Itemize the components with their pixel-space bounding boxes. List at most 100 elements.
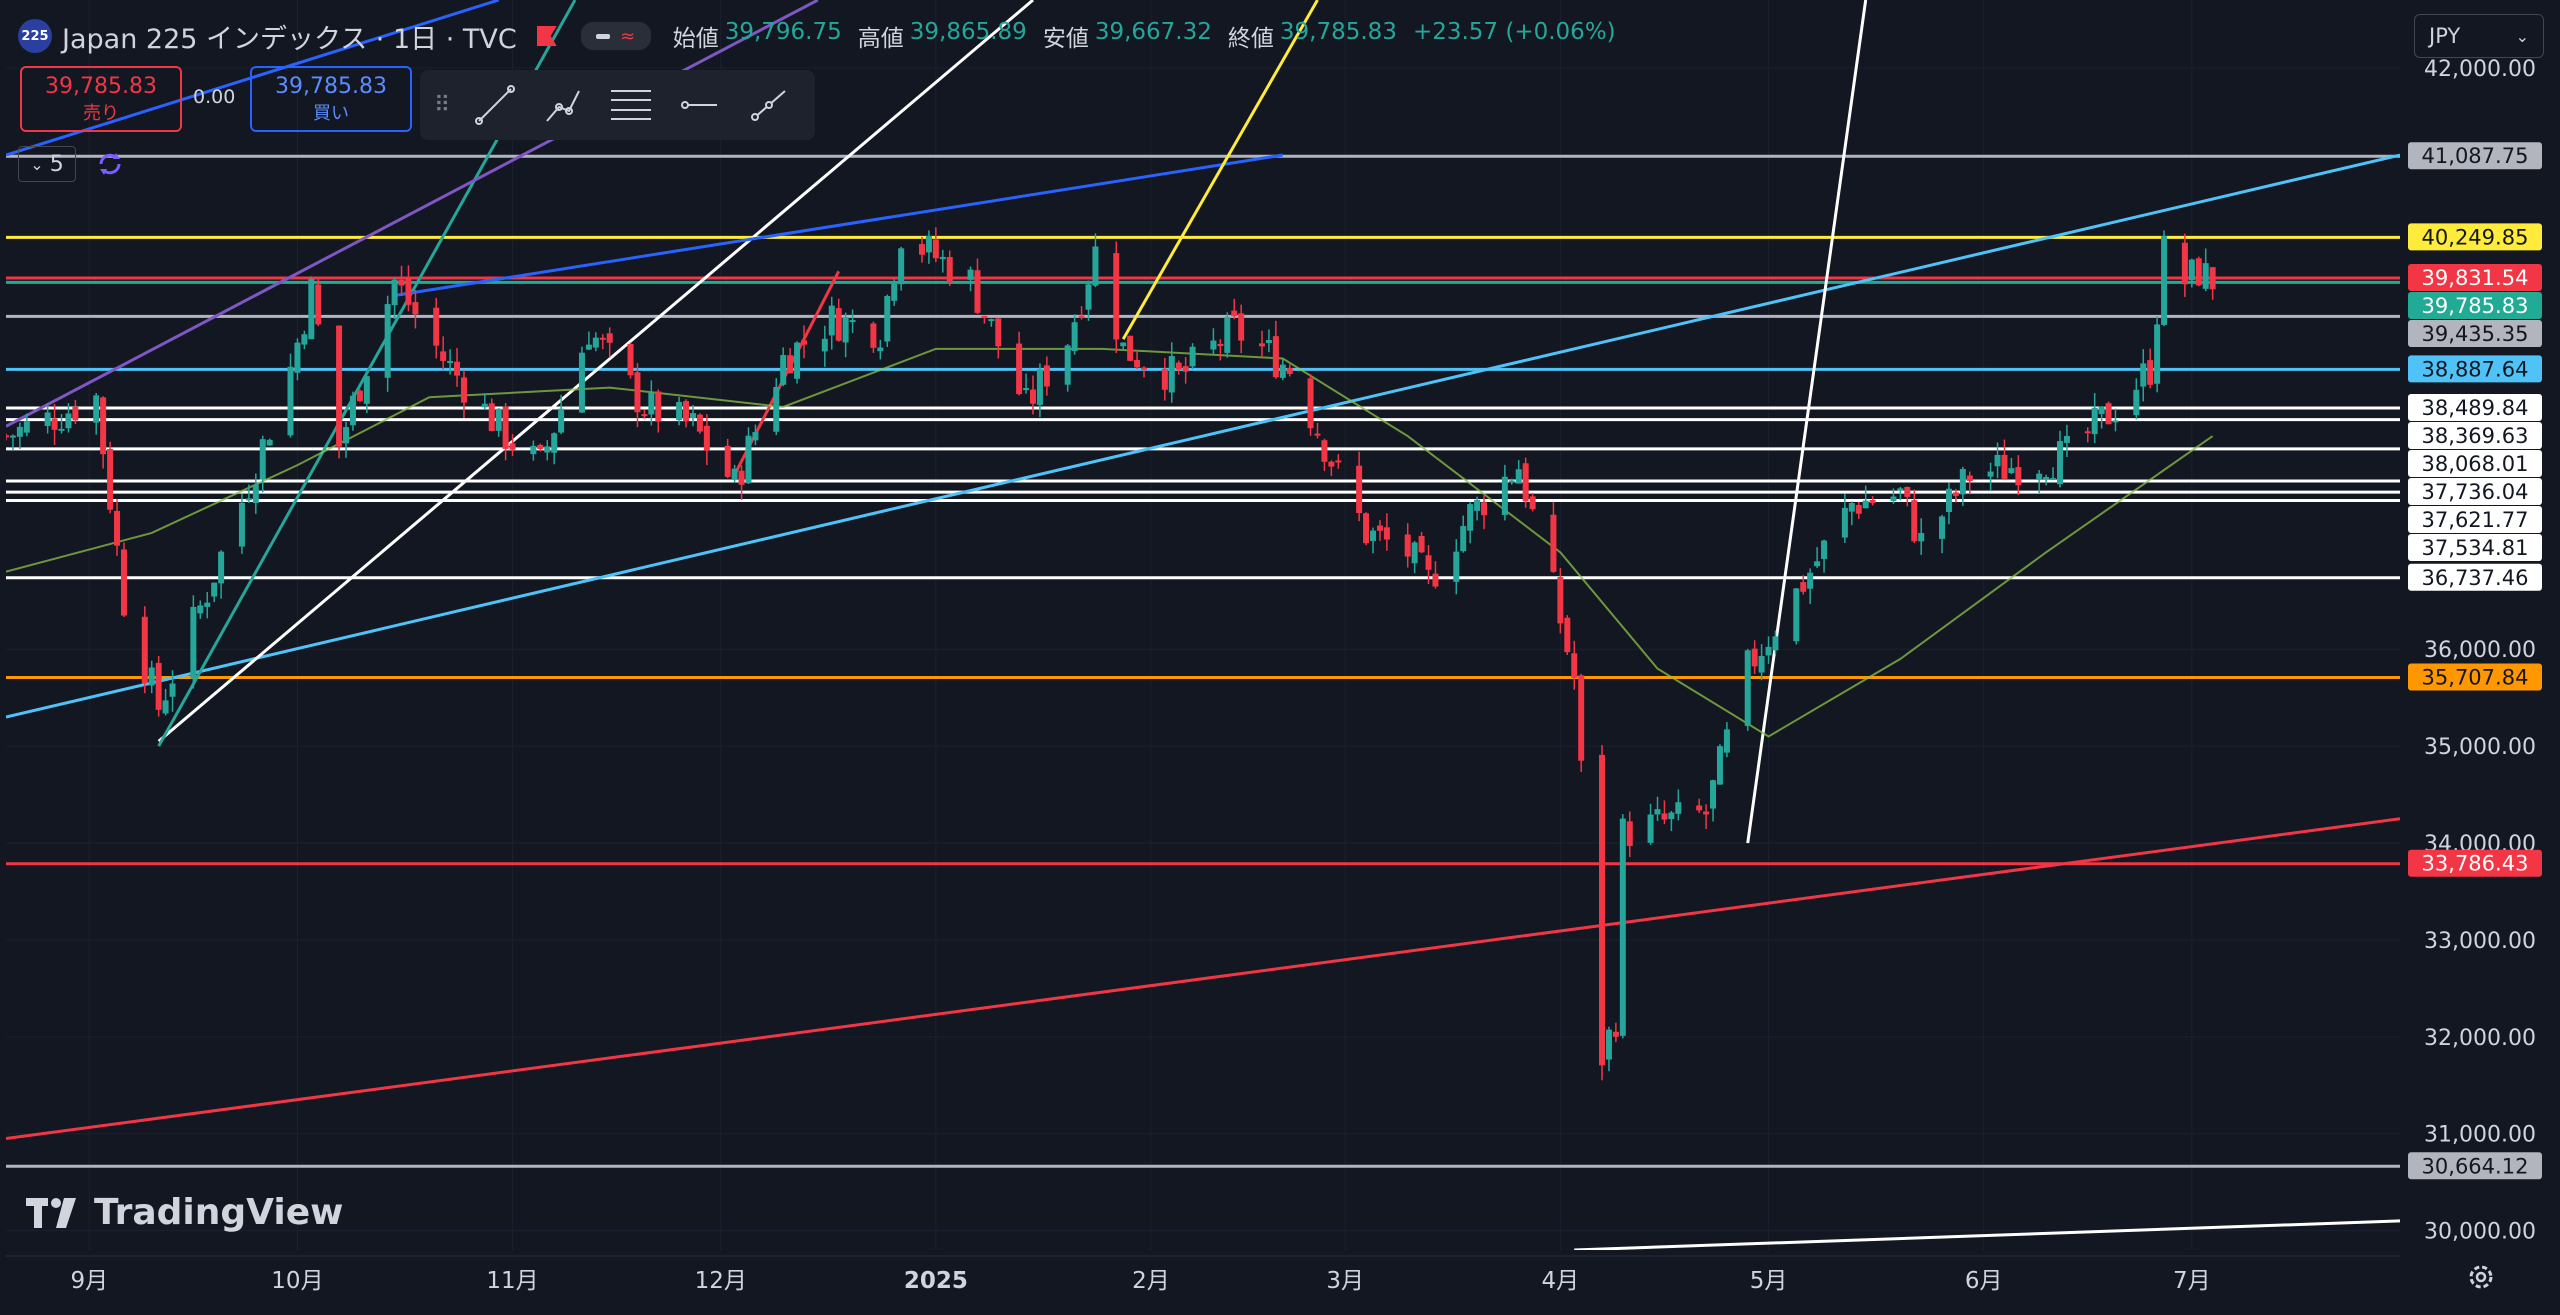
- candle-body: [1716, 746, 1723, 785]
- candle-body: [405, 279, 412, 305]
- candle-body: [1286, 368, 1293, 374]
- candle-body: [343, 427, 350, 444]
- candle-body: [204, 602, 211, 607]
- spread-value: 0.00: [193, 86, 236, 108]
- candle-body: [745, 435, 752, 484]
- candle-body: [2091, 407, 2098, 435]
- ohlc-close-value: 39,785.83: [1279, 19, 1397, 45]
- candle-body: [1723, 729, 1730, 753]
- candle-body: [2147, 360, 2154, 385]
- candle-body: [1508, 480, 1515, 483]
- sell-button[interactable]: 39,785.83 売り: [20, 66, 182, 132]
- ohlc-change-value: +23.57 (+0.06%): [1412, 19, 1616, 45]
- candle-body: [2195, 258, 2202, 286]
- candle-body: [995, 318, 1002, 347]
- candle-body: [1619, 818, 1626, 1036]
- price-level-label-bg: [2408, 449, 2542, 477]
- candle-body: [433, 307, 440, 346]
- candle-body: [1564, 617, 1571, 653]
- candle-body: [794, 342, 801, 379]
- candle-body: [120, 549, 127, 616]
- price-level-label: 38,887.64: [2422, 357, 2529, 381]
- y-axis-tick-label: 32,000.00: [2424, 1026, 2536, 1051]
- candle-body: [1217, 343, 1224, 347]
- ray-tool-icon[interactable]: [744, 82, 790, 128]
- y-axis-tick-label: 33,000.00: [2424, 929, 2536, 954]
- candle-body: [2084, 431, 2091, 434]
- candle-body: [1758, 656, 1765, 673]
- candle-body: [356, 390, 363, 402]
- candle-body: [981, 315, 988, 318]
- currency-value: JPY: [2429, 24, 2461, 48]
- candle-body: [1578, 675, 1585, 761]
- candle-body: [391, 279, 398, 306]
- candle-body: [1078, 315, 1085, 318]
- candle-body: [218, 551, 225, 584]
- candle-body: [1945, 488, 1952, 513]
- candle-body: [773, 386, 780, 432]
- symbol-badge-icon[interactable]: 225: [18, 19, 52, 53]
- candle-body: [266, 439, 273, 446]
- candle-body: [245, 498, 252, 501]
- candle-body: [1321, 440, 1328, 462]
- compare-toggle[interactable]: ≈: [580, 22, 651, 50]
- gear-icon[interactable]: [2466, 1262, 2496, 1292]
- candle-body: [1952, 492, 1959, 496]
- candle-body: [884, 296, 891, 342]
- price-level-label: 39,435.35: [2422, 322, 2529, 346]
- drag-handle-icon[interactable]: ⠿: [434, 92, 451, 118]
- candle-body: [440, 351, 447, 361]
- price-level-label: 38,369.63: [2422, 424, 2529, 448]
- candle-body: [2133, 389, 2140, 416]
- minus-icon: [596, 33, 611, 39]
- tradingview-logo[interactable]: TradingView: [26, 1192, 343, 1233]
- candle-body: [252, 484, 259, 504]
- candle-body: [2050, 478, 2057, 481]
- indicators-toggle[interactable]: ⌄ 5: [18, 146, 76, 182]
- sync-icon[interactable]: [96, 150, 124, 178]
- candle-body: [578, 352, 585, 413]
- candle-body: [558, 408, 565, 433]
- buy-button[interactable]: 39,785.83 買い: [250, 66, 412, 132]
- candle-body: [1793, 588, 1800, 642]
- candle-body: [107, 448, 114, 510]
- trendline: [6, 817, 2400, 1141]
- logo-text: TradingView: [94, 1192, 344, 1233]
- price-level-label: 37,621.77: [2422, 508, 2529, 532]
- candle-body: [849, 320, 856, 323]
- candle-body: [898, 248, 905, 285]
- candle-body: [1550, 514, 1557, 572]
- candle-body: [1404, 534, 1411, 557]
- flag-icon[interactable]: [536, 26, 557, 46]
- x-axis-tick-label: 4月: [1542, 1268, 1580, 1294]
- candle-body: [190, 606, 197, 679]
- candle-body: [93, 395, 100, 423]
- horizontal-ray-tool-icon[interactable]: [676, 82, 722, 128]
- price-level-label-bg: [2408, 142, 2542, 170]
- candle-body: [1966, 475, 1973, 481]
- price-level-label: 35,707.84: [2422, 666, 2529, 690]
- currency-select[interactable]: JPY ⌄: [2414, 14, 2544, 58]
- ohlc-high-value: 39,865.89: [909, 19, 1027, 45]
- multi-point-line-tool-icon[interactable]: [540, 82, 586, 128]
- ohlc-open-label: 始値: [672, 26, 719, 52]
- trend-line-tool-icon[interactable]: [472, 82, 518, 128]
- y-axis-tick-label: 42,000.00: [2424, 57, 2536, 82]
- candle-body: [1335, 460, 1342, 463]
- trendline: [733, 270, 841, 476]
- fib-levels-tool-icon[interactable]: [608, 82, 654, 128]
- candle-body: [1189, 346, 1196, 367]
- symbol-title[interactable]: Japan 225 インデックス · 1日 · TVC: [62, 23, 517, 55]
- candle-body: [384, 304, 391, 378]
- candle-body: [155, 662, 162, 710]
- x-axis-tick-label: 12月: [695, 1268, 747, 1294]
- ohlc-low-label: 安値: [1042, 26, 1089, 52]
- candle-body: [551, 433, 558, 453]
- candle-body: [6, 435, 9, 438]
- candle-body: [1113, 253, 1120, 340]
- candle-body: [1328, 461, 1335, 467]
- candle-body: [1647, 814, 1654, 843]
- candle-body: [9, 435, 16, 438]
